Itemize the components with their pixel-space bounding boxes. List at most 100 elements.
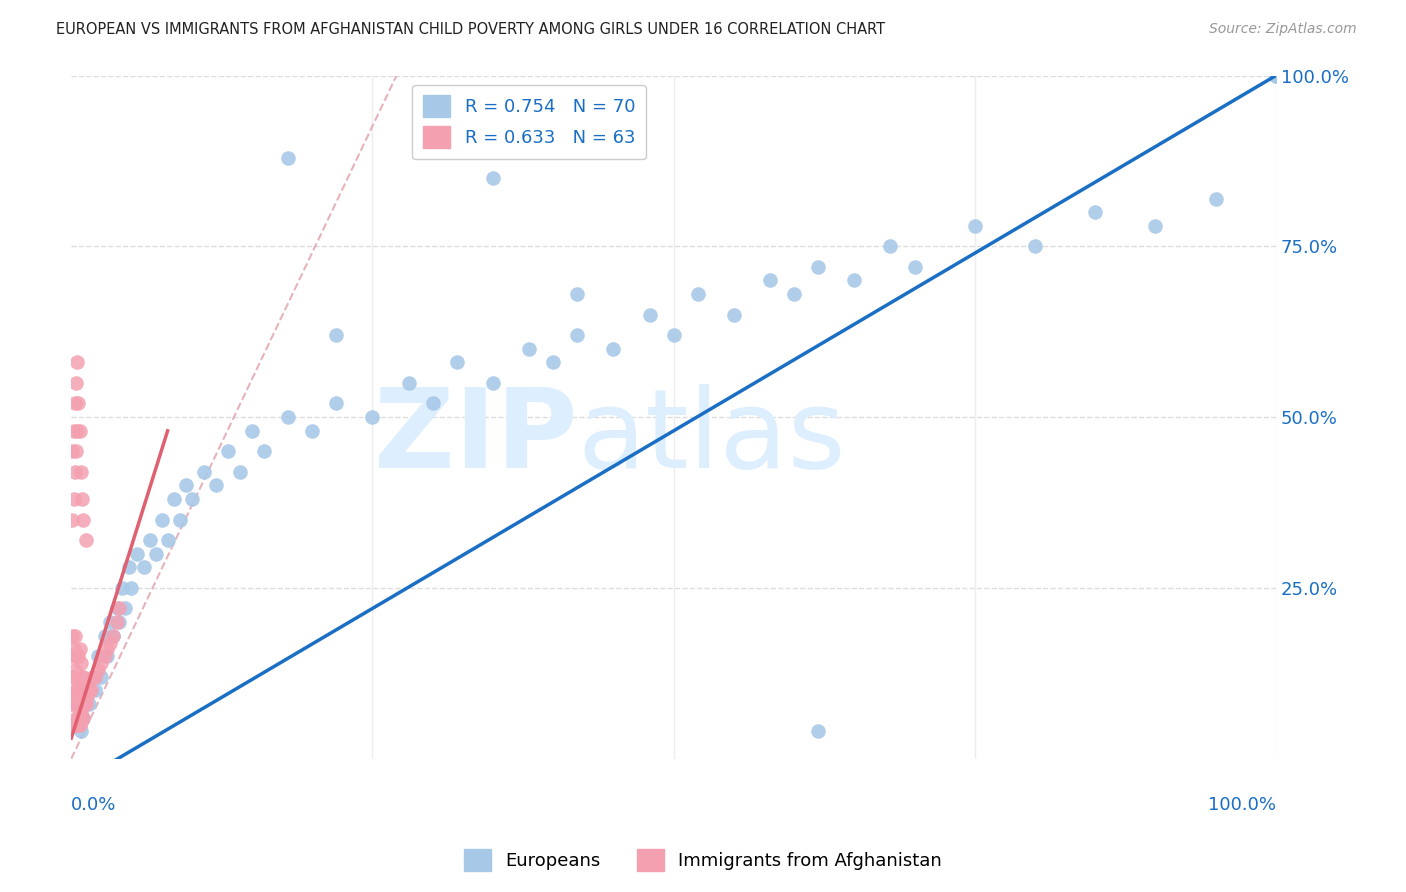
Point — [98, 615, 121, 629]
Point — [638, 308, 661, 322]
Point — [1205, 192, 1227, 206]
Point — [686, 287, 709, 301]
Point — [361, 410, 384, 425]
Text: ZIP: ZIP — [374, 384, 578, 491]
Point — [121, 581, 143, 595]
Point — [75, 683, 97, 698]
Point — [127, 547, 149, 561]
Point — [118, 560, 141, 574]
Point — [63, 465, 86, 479]
Point — [62, 670, 84, 684]
Point — [103, 629, 125, 643]
Point — [163, 492, 186, 507]
Point — [70, 656, 93, 670]
Point — [65, 711, 87, 725]
Point — [67, 649, 90, 664]
Point — [567, 328, 589, 343]
Point — [325, 396, 347, 410]
Point — [75, 533, 97, 548]
Point — [963, 219, 986, 233]
Legend: Europeans, Immigrants from Afghanistan: Europeans, Immigrants from Afghanistan — [457, 842, 949, 879]
Point — [62, 492, 84, 507]
Point — [62, 629, 84, 643]
Point — [75, 697, 97, 711]
Point — [73, 697, 96, 711]
Point — [62, 642, 84, 657]
Text: 100.0%: 100.0% — [1208, 797, 1277, 814]
Point — [105, 601, 128, 615]
Point — [96, 642, 118, 657]
Point — [180, 492, 202, 507]
Point — [277, 410, 299, 425]
Point — [145, 547, 167, 561]
Point — [63, 663, 86, 677]
Point — [65, 444, 87, 458]
Point — [65, 376, 87, 390]
Point — [1265, 69, 1288, 83]
Point — [62, 513, 84, 527]
Point — [66, 424, 89, 438]
Point — [63, 717, 86, 731]
Legend: R = 0.754   N = 70, R = 0.633   N = 63: R = 0.754 N = 70, R = 0.633 N = 63 — [412, 85, 645, 160]
Point — [70, 670, 93, 684]
Point — [807, 260, 830, 274]
Point — [517, 342, 540, 356]
Point — [77, 683, 100, 698]
Point — [103, 629, 125, 643]
Point — [62, 697, 84, 711]
Point — [84, 683, 107, 698]
Point — [67, 683, 90, 698]
Point — [844, 273, 866, 287]
Point — [903, 260, 925, 274]
Point — [79, 683, 101, 698]
Point — [98, 635, 121, 649]
Point — [108, 615, 131, 629]
Point — [193, 465, 215, 479]
Point — [301, 424, 323, 438]
Point — [138, 533, 160, 548]
Point — [94, 629, 117, 643]
Point — [62, 649, 84, 664]
Point — [66, 683, 89, 698]
Text: atlas: atlas — [578, 384, 846, 491]
Point — [446, 355, 468, 369]
Point — [783, 287, 806, 301]
Point — [62, 444, 84, 458]
Point — [662, 328, 685, 343]
Point — [66, 649, 89, 664]
Point — [1144, 219, 1167, 233]
Point — [82, 670, 104, 684]
Point — [65, 683, 87, 698]
Point — [67, 396, 90, 410]
Point — [70, 492, 93, 507]
Point — [90, 656, 112, 670]
Point — [204, 478, 226, 492]
Point — [63, 717, 86, 731]
Point — [759, 273, 782, 287]
Text: 0.0%: 0.0% — [72, 797, 117, 814]
Text: Source: ZipAtlas.com: Source: ZipAtlas.com — [1209, 22, 1357, 37]
Text: EUROPEAN VS IMMIGRANTS FROM AFGHANISTAN CHILD POVERTY AMONG GIRLS UNDER 16 CORRE: EUROPEAN VS IMMIGRANTS FROM AFGHANISTAN … — [56, 22, 886, 37]
Point — [1265, 69, 1288, 83]
Point — [90, 670, 112, 684]
Point — [87, 663, 110, 677]
Point — [567, 287, 589, 301]
Point — [156, 533, 179, 548]
Point — [96, 649, 118, 664]
Point — [66, 355, 89, 369]
Point — [62, 717, 84, 731]
Point — [879, 239, 901, 253]
Point — [63, 396, 86, 410]
Point — [66, 697, 89, 711]
Point — [67, 711, 90, 725]
Point — [1024, 239, 1046, 253]
Point — [94, 649, 117, 664]
Point — [76, 690, 98, 705]
Point — [82, 670, 104, 684]
Point — [63, 629, 86, 643]
Point — [72, 670, 94, 684]
Point — [72, 711, 94, 725]
Point — [62, 697, 84, 711]
Point — [1084, 205, 1107, 219]
Point — [111, 581, 134, 595]
